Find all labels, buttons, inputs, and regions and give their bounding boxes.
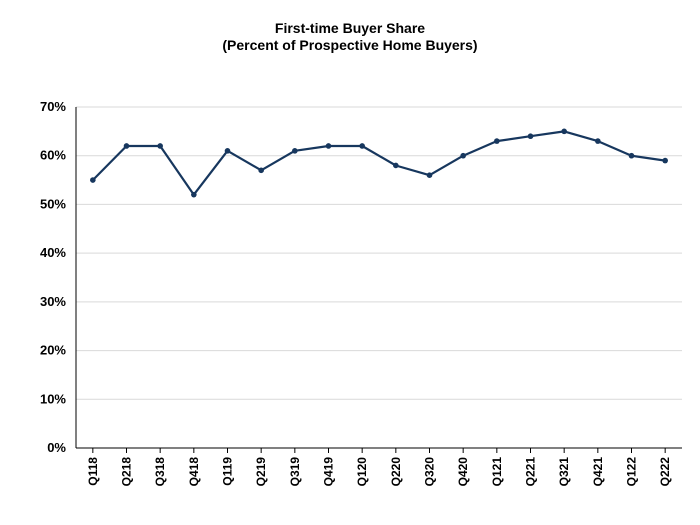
chart-title: First-time Buyer Share — [274, 20, 426, 36]
data-point-Q320 — [426, 172, 433, 178]
x-tick-label: Q318 — [153, 457, 167, 487]
data-point-Q121 — [494, 138, 500, 144]
x-axis-ticks: Q118 Q218 Q318 Q418 Q119 Q219 Q319 Q419 Q120 Q220… — [86, 448, 672, 486]
data-point-Q421 — [595, 138, 601, 144]
chart-title-block: First-time Buyer Share (Percent of Prosp… — [0, 20, 700, 54]
x-tick-label: Q421 — [591, 457, 605, 487]
x-tick-label: Q120 — [355, 457, 369, 487]
data-point-Q318 — [157, 143, 163, 149]
data-point-Q119 — [224, 148, 231, 154]
gridlines — [76, 106, 682, 400]
axes — [75, 107, 682, 449]
y-tick-label: 10% — [40, 391, 66, 406]
y-axis-ticks: 0% 10% 20% 30% 40% 50% 60% 70% — [40, 99, 66, 455]
y-tick-label: 30% — [40, 294, 66, 309]
data-point-Q222 — [662, 157, 668, 164]
data-point-Q118 — [90, 177, 96, 183]
data-point-Q220 — [393, 162, 399, 169]
data-point-Q221 — [527, 133, 534, 140]
x-tick-label: Q218 — [120, 457, 134, 487]
x-tick-label: Q319 — [288, 457, 302, 487]
y-tick-label: 40% — [40, 245, 66, 260]
data-point-Q319 — [292, 148, 298, 154]
data-point-Q218 — [123, 143, 130, 149]
x-tick-label: Q121 — [490, 457, 504, 487]
data-point-Q321 — [561, 128, 567, 135]
data-point-Q419 — [325, 143, 332, 149]
series-line-0 — [92, 130, 666, 196]
data-point-Q120 — [359, 143, 365, 149]
x-tick-label: Q321 — [557, 457, 571, 487]
y-tick-label: 0% — [47, 440, 66, 455]
data-point-Q418 — [191, 191, 197, 198]
x-tick-label: Q119 — [221, 457, 235, 486]
x-tick-label: Q419 — [322, 457, 336, 487]
x-tick-label: Q418 — [187, 457, 201, 487]
x-tick-label: Q320 — [423, 457, 437, 487]
data-point-Q219 — [258, 167, 264, 174]
y-tick-label: 50% — [40, 196, 66, 211]
data-point-Q420 — [460, 152, 466, 159]
data-point-Q122 — [628, 152, 635, 159]
x-tick-label: Q220 — [389, 457, 403, 487]
y-tick-label: 20% — [40, 343, 66, 358]
chart-subtitle: (Percent of Prospective Home Buyers) — [222, 37, 478, 53]
x-tick-label: Q221 — [524, 457, 538, 487]
x-tick-label: Q118 — [86, 457, 100, 486]
y-tick-label: 60% — [40, 148, 66, 163]
x-tick-label: Q420 — [456, 457, 470, 487]
x-tick-label: Q219 — [254, 457, 268, 487]
x-tick-label: Q222 — [658, 457, 672, 487]
y-tick-label: 70% — [40, 99, 66, 114]
series-layer — [90, 128, 668, 198]
x-tick-label: Q122 — [625, 457, 639, 487]
